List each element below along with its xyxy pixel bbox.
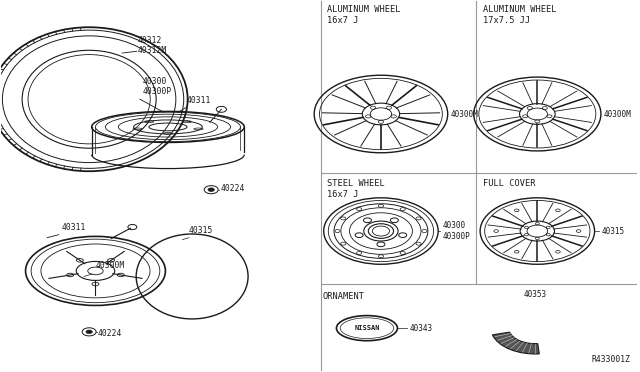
Text: 40300
40300P: 40300 40300P <box>443 221 470 241</box>
Text: 40312: 40312 <box>138 36 163 45</box>
Text: 17x7.5 JJ: 17x7.5 JJ <box>483 16 530 25</box>
Text: 40311: 40311 <box>187 96 211 105</box>
Text: NISSAN: NISSAN <box>354 325 380 331</box>
Text: 40300M: 40300M <box>450 109 478 119</box>
Wedge shape <box>492 332 540 354</box>
Text: 40315: 40315 <box>602 227 625 235</box>
Text: 40224: 40224 <box>98 329 122 338</box>
Text: 40343: 40343 <box>410 324 433 333</box>
Text: 40300M: 40300M <box>604 109 631 119</box>
Text: 40312M: 40312M <box>138 46 167 55</box>
Text: 40311: 40311 <box>62 223 86 232</box>
Circle shape <box>86 330 92 334</box>
Text: ORNAMENT: ORNAMENT <box>323 292 364 301</box>
Text: 40300P: 40300P <box>143 87 172 96</box>
Text: 40315: 40315 <box>189 226 213 235</box>
Text: 40353: 40353 <box>524 290 547 299</box>
Text: ALUMINUM WHEEL: ALUMINUM WHEEL <box>483 5 556 14</box>
Text: FULL COVER: FULL COVER <box>483 179 535 187</box>
Text: STEEL WHEEL: STEEL WHEEL <box>327 179 385 187</box>
Text: 40300M: 40300M <box>95 261 125 270</box>
Text: 16x7 J: 16x7 J <box>327 16 358 25</box>
Text: ALUMINUM WHEEL: ALUMINUM WHEEL <box>327 5 401 14</box>
Circle shape <box>208 188 214 192</box>
Text: R433001Z: R433001Z <box>592 355 631 364</box>
Text: 40224: 40224 <box>221 184 245 193</box>
Text: 40300: 40300 <box>143 77 167 86</box>
Text: 16x7 J: 16x7 J <box>327 190 358 199</box>
